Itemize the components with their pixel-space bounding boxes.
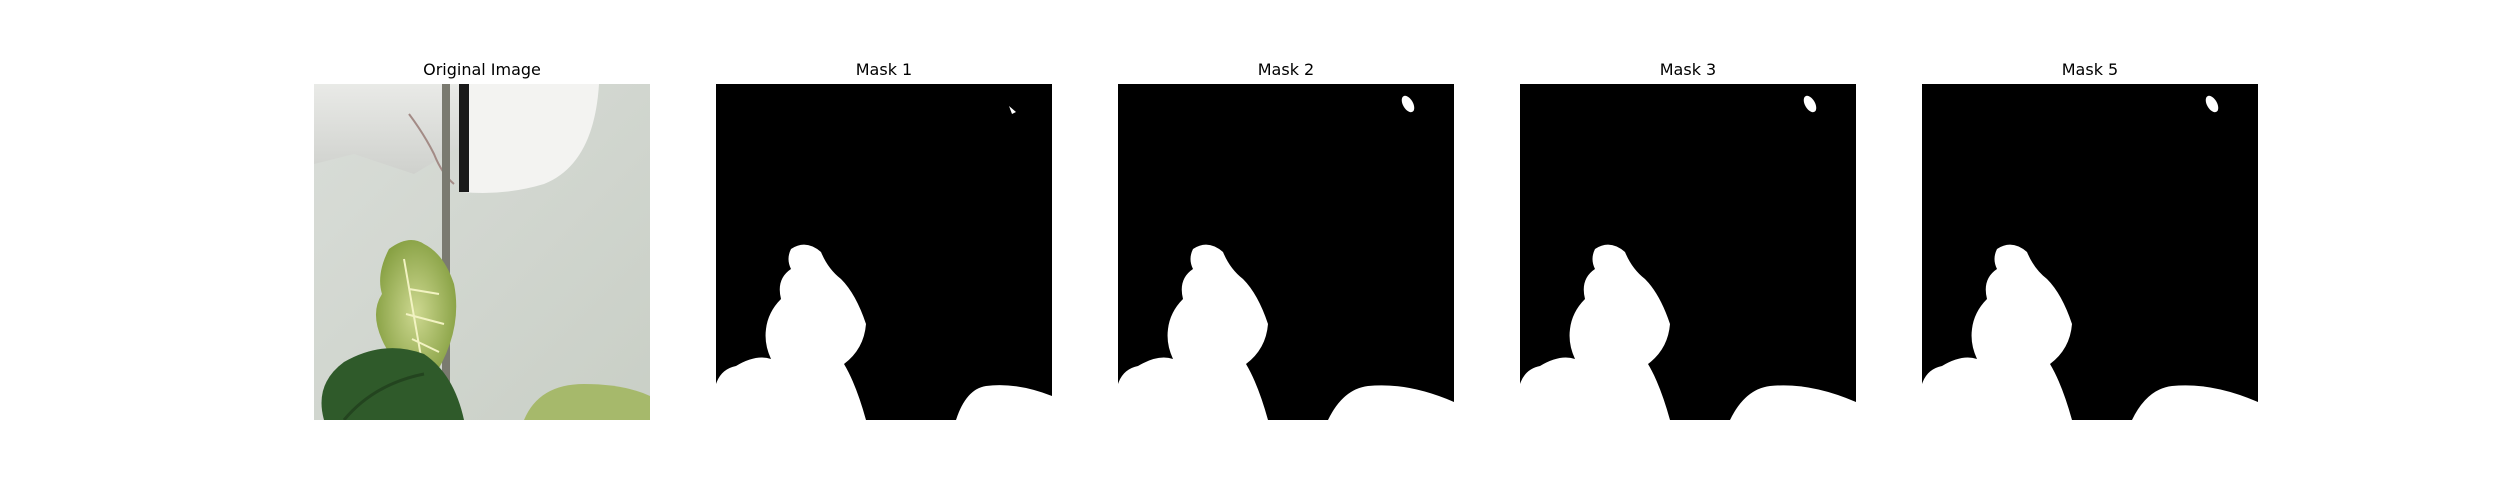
panel-title: Original Image [314, 60, 650, 80]
panel-title: Mask 2 [1118, 60, 1454, 80]
mask-image [1520, 84, 1856, 420]
mask-graphic [1520, 84, 1856, 420]
mask-image [1118, 84, 1454, 420]
mask-graphic [1922, 84, 2258, 420]
door-gap [442, 84, 450, 420]
panel-title: Mask 3 [1520, 60, 1856, 80]
original-photo-graphic [314, 84, 650, 420]
mask-graphic [1118, 84, 1454, 420]
mask-graphic [716, 84, 1052, 420]
mask-image [1922, 84, 2258, 420]
panel-title: Mask 5 [1922, 60, 2258, 80]
original-photo [314, 84, 650, 420]
mask-image [716, 84, 1052, 420]
panel-title: Mask 1 [716, 60, 1052, 80]
